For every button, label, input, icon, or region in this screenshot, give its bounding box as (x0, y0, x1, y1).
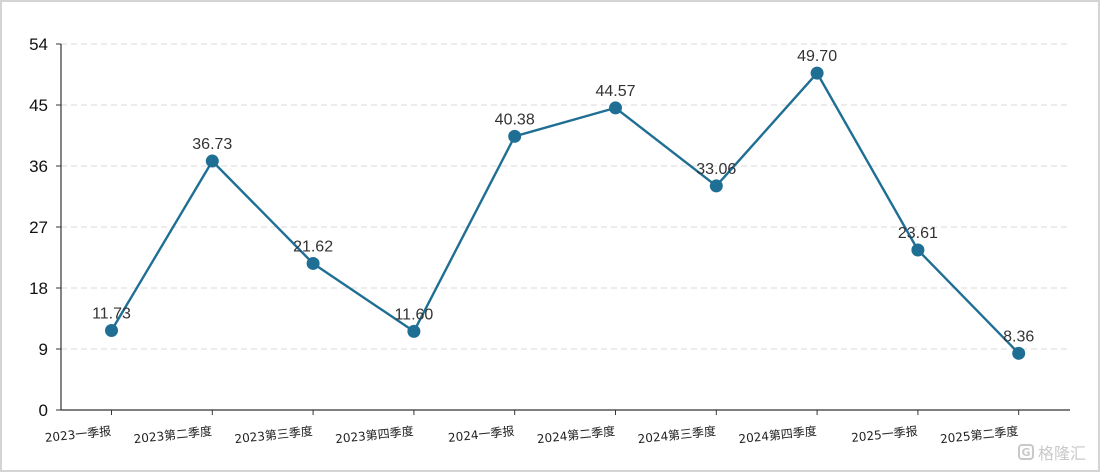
watermark: G 格隆汇 (1017, 440, 1086, 464)
watermark-text: 格隆汇 (1037, 444, 1086, 463)
data-point-6 (709, 179, 723, 193)
data-label-9: 8.36 (1003, 328, 1034, 345)
x-tick-label-7: 2024第四季度 (738, 423, 818, 446)
data-point-8 (911, 243, 925, 257)
data-point-9 (1012, 346, 1026, 360)
y-tick-label-4: 36 (29, 157, 48, 176)
data-labels: 11.73 36.73 21.62 11.60 40.38 44.57 33.06 49.70… (92, 48, 1034, 345)
y-tick-label-0: 0 (39, 401, 48, 420)
x-tick-label-3: 2023第四季度 (335, 423, 415, 446)
data-label-2: 21.62 (293, 238, 333, 255)
y-tick-label-3: 27 (29, 218, 48, 237)
data-point-1 (205, 154, 219, 168)
data-point-0 (105, 323, 118, 337)
x-tick-label-1: 2023第二季度 (133, 423, 213, 446)
data-label-1: 36.73 (192, 136, 232, 153)
x-tick-label-8: 2025一季报 (850, 423, 918, 445)
x-tick-labels: 2023一季报 2023第二季度 2023第三季度 2023第四季度 2024一季报 20… (44, 423, 1019, 446)
grid-lines (61, 43, 1070, 350)
x-tick-label-0: 2023一季报 (44, 423, 112, 445)
y-tick-label-6: 54 (29, 35, 48, 54)
data-point-7 (810, 66, 824, 80)
series-line-layer (110, 71, 1020, 355)
data-label-7: 49.70 (797, 48, 837, 65)
data-label-4: 40.38 (495, 111, 535, 128)
data-point-2 (306, 256, 320, 270)
x-tick-label-2: 2023第三季度 (234, 423, 314, 446)
x-tick-label-6: 2024第三季度 (637, 423, 717, 446)
data-label-8: 23.61 (898, 225, 938, 242)
data-points (105, 66, 1026, 360)
watermark-logo-icon: G (1017, 444, 1034, 460)
data-label-5: 44.57 (595, 83, 635, 100)
y-tick-label-5: 45 (29, 96, 48, 115)
data-label-0: 11.73 (92, 305, 131, 322)
y-tick-label-2: 18 (29, 279, 48, 298)
x-tick-label-9: 2025第二季度 (939, 423, 1019, 446)
y-tick-labels: 0 9 18 27 36 45 54 (29, 35, 48, 420)
axes (56, 43, 1070, 415)
data-point-4 (508, 129, 522, 143)
x-tick-label-5: 2024第二季度 (536, 423, 616, 446)
data-label-3: 11.60 (394, 306, 433, 323)
data-point-5 (609, 101, 622, 115)
y-tick-label-1: 9 (39, 340, 48, 359)
data-label-6: 33.06 (696, 161, 736, 178)
x-tick-label-4: 2024一季报 (447, 423, 515, 445)
data-point-3 (407, 324, 421, 338)
series-line-0 (110, 71, 1020, 355)
